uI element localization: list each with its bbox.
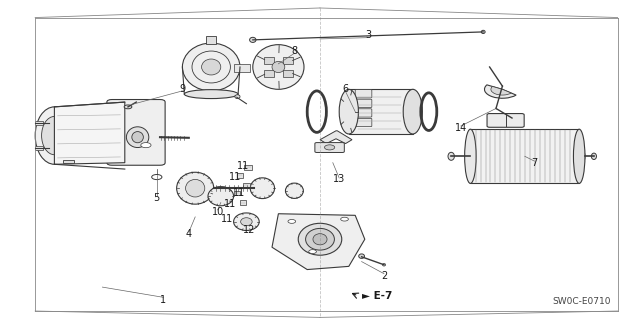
Ellipse shape	[184, 90, 238, 99]
FancyBboxPatch shape	[355, 99, 372, 108]
Ellipse shape	[35, 107, 74, 164]
Text: 11: 11	[221, 213, 234, 224]
Ellipse shape	[235, 95, 240, 99]
Text: 6: 6	[342, 84, 349, 94]
Ellipse shape	[481, 30, 485, 33]
Ellipse shape	[241, 218, 252, 226]
Ellipse shape	[383, 263, 385, 266]
FancyBboxPatch shape	[487, 114, 524, 127]
Text: 11: 11	[224, 199, 237, 209]
Text: 2: 2	[381, 271, 387, 281]
Ellipse shape	[202, 59, 221, 75]
Circle shape	[308, 250, 316, 254]
Ellipse shape	[186, 179, 205, 197]
Bar	[264, 57, 274, 64]
Ellipse shape	[298, 223, 342, 255]
Text: 11: 11	[229, 172, 242, 182]
Text: 3: 3	[365, 30, 371, 40]
Text: 7: 7	[531, 158, 538, 168]
Text: 14: 14	[454, 122, 467, 133]
Ellipse shape	[42, 116, 67, 155]
Ellipse shape	[358, 254, 365, 258]
Ellipse shape	[313, 234, 327, 245]
Wedge shape	[484, 85, 516, 98]
FancyBboxPatch shape	[355, 109, 372, 117]
Ellipse shape	[339, 89, 358, 134]
Text: 12: 12	[243, 225, 256, 235]
Text: 13: 13	[333, 174, 346, 184]
Bar	[35, 121, 43, 125]
Text: 11: 11	[232, 188, 245, 198]
Bar	[283, 70, 293, 77]
Ellipse shape	[182, 43, 240, 91]
Bar	[283, 57, 293, 64]
Ellipse shape	[285, 183, 303, 198]
Text: 9: 9	[179, 84, 186, 94]
Circle shape	[288, 219, 296, 223]
Ellipse shape	[253, 45, 304, 89]
Polygon shape	[349, 89, 413, 134]
FancyBboxPatch shape	[355, 90, 372, 98]
Polygon shape	[272, 214, 365, 270]
Bar	[244, 165, 252, 170]
Bar	[206, 36, 216, 44]
Ellipse shape	[403, 89, 422, 134]
Bar	[35, 146, 43, 150]
Ellipse shape	[250, 37, 256, 42]
Bar	[63, 160, 74, 163]
Polygon shape	[470, 129, 579, 183]
Text: 11: 11	[237, 161, 250, 171]
Ellipse shape	[465, 129, 476, 183]
Text: 8: 8	[291, 46, 298, 56]
Ellipse shape	[208, 187, 234, 206]
Bar	[243, 182, 250, 188]
FancyBboxPatch shape	[107, 100, 165, 165]
Bar	[264, 70, 274, 77]
Bar	[234, 190, 240, 195]
Circle shape	[324, 145, 335, 150]
Bar	[240, 200, 246, 205]
FancyBboxPatch shape	[315, 143, 344, 152]
Polygon shape	[54, 102, 125, 164]
Ellipse shape	[591, 153, 596, 160]
Text: SW0C-E0710: SW0C-E0710	[553, 297, 611, 306]
Text: 1: 1	[160, 295, 166, 305]
Ellipse shape	[272, 61, 285, 73]
Text: 10: 10	[211, 207, 224, 217]
Bar	[237, 173, 243, 178]
Circle shape	[141, 143, 151, 148]
Circle shape	[340, 217, 348, 221]
FancyBboxPatch shape	[355, 118, 372, 127]
Ellipse shape	[573, 147, 585, 166]
Ellipse shape	[127, 127, 148, 148]
Circle shape	[152, 174, 162, 180]
Ellipse shape	[177, 172, 214, 204]
Ellipse shape	[234, 213, 259, 230]
Ellipse shape	[306, 228, 334, 250]
Ellipse shape	[448, 152, 454, 160]
Bar	[234, 64, 250, 72]
Text: ► E-7: ► E-7	[362, 291, 392, 301]
Text: 4: 4	[186, 229, 192, 240]
Circle shape	[124, 105, 132, 109]
Wedge shape	[491, 86, 511, 95]
Ellipse shape	[573, 129, 585, 183]
Polygon shape	[320, 131, 352, 144]
Text: 5: 5	[154, 193, 160, 203]
Ellipse shape	[250, 178, 275, 198]
Ellipse shape	[132, 132, 143, 143]
